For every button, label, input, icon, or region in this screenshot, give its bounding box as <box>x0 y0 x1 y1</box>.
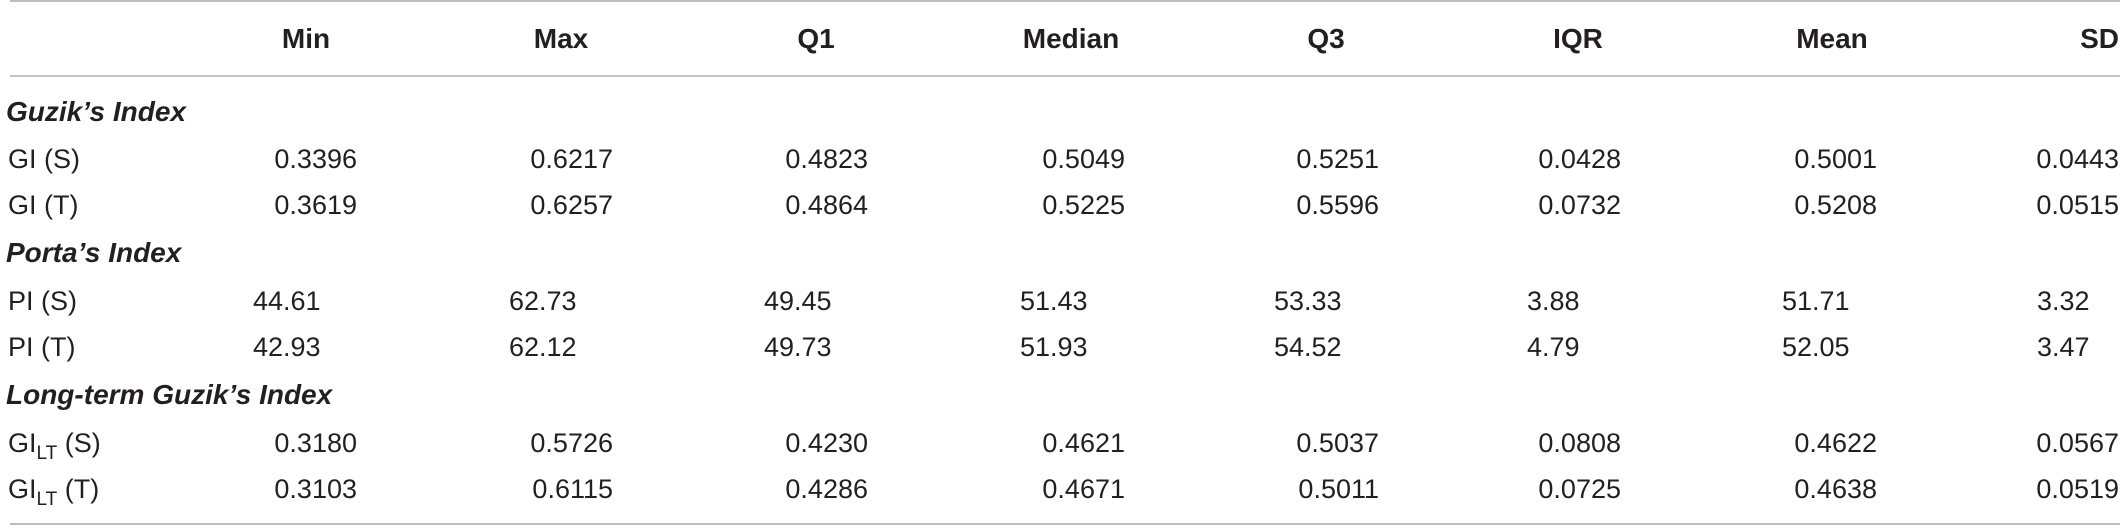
cell-median: 51.43 <box>1020 286 1088 316</box>
cell-sd: 3.47 <box>2037 332 2090 362</box>
col-header-max: Max <box>533 23 589 54</box>
cell-max: 0.5726 <box>530 428 613 458</box>
col-header-mean: Mean <box>1796 23 1868 54</box>
bottom-rule <box>10 523 2120 525</box>
cell-iqr: 0.0725 <box>1538 474 1621 504</box>
col-header-median: Median <box>1022 23 1120 54</box>
cell-sd: 0.0519 <box>2036 474 2119 504</box>
row-label: GI (T) <box>8 190 79 220</box>
cell-sd: 3.32 <box>2037 286 2090 316</box>
row-label: PI (S) <box>8 286 78 316</box>
cell-sd: 0.0443 <box>2036 144 2119 174</box>
row-label: PI (T) <box>8 332 76 362</box>
cell-mean: 51.71 <box>1782 286 1850 316</box>
section-title: Guzik’s Index <box>6 96 186 127</box>
col-header-q3: Q3 <box>1307 23 1345 54</box>
cell-mean: 52.05 <box>1782 332 1850 362</box>
row-label: GILT (S) <box>8 428 101 464</box>
table-row: PI (S) 44.61 62.73 49.45 51.43 53.33 3.8… <box>0 278 2121 324</box>
row-label: GILT (T) <box>8 474 100 510</box>
table-row: GILT (S) 0.3180 0.5726 0.4230 0.4621 0.5… <box>0 420 2121 466</box>
cell-max: 0.6217 <box>530 144 613 174</box>
cell-q3: 0.5011 <box>1298 474 1379 504</box>
cell-min: 0.3396 <box>274 144 357 174</box>
cell-median: 0.4671 <box>1042 474 1125 504</box>
cell-q1: 0.4230 <box>785 428 868 458</box>
col-header-min: Min <box>281 23 331 54</box>
cell-mean: 0.5208 <box>1794 190 1877 220</box>
cell-q1: 0.4864 <box>785 190 868 220</box>
section-title: Porta’s Index <box>6 237 182 268</box>
cell-iqr: 3.88 <box>1527 286 1580 316</box>
header-rule <box>10 75 2120 77</box>
cell-q3: 0.5037 <box>1296 428 1379 458</box>
section-header: Porta’s Index <box>0 230 2121 276</box>
section-header: Guzik’s Index <box>0 89 2121 135</box>
cell-median: 0.5049 <box>1042 144 1125 174</box>
top-rule <box>10 0 2120 2</box>
section-header: Long-term Guzik’s Index <box>0 372 2121 418</box>
cell-median: 0.5225 <box>1042 190 1125 220</box>
cell-min: 0.3180 <box>274 428 357 458</box>
cell-median: 51.93 <box>1020 332 1088 362</box>
cell-iqr: 4.79 <box>1527 332 1580 362</box>
cell-sd: 0.0567 <box>2036 428 2119 458</box>
cell-q3: 53.33 <box>1274 286 1342 316</box>
col-header-sd: SD <box>2080 23 2119 54</box>
cell-min: 0.3103 <box>274 474 357 504</box>
cell-q3: 0.5251 <box>1296 144 1379 174</box>
cell-iqr: 0.0732 <box>1538 190 1621 220</box>
col-header-iqr: IQR <box>1553 23 1603 54</box>
table-row: GI (S) 0.3396 0.6217 0.4823 0.5049 0.525… <box>0 136 2121 182</box>
cell-q1: 0.4286 <box>785 474 868 504</box>
cell-q3: 0.5596 <box>1296 190 1379 220</box>
cell-q1: 49.45 <box>764 286 832 316</box>
table-row: GI (T) 0.3619 0.6257 0.4864 0.5225 0.559… <box>0 182 2121 228</box>
cell-min: 44.61 <box>253 286 321 316</box>
col-header-q1: Q1 <box>797 23 835 54</box>
cell-mean: 0.4638 <box>1794 474 1877 504</box>
cell-sd: 0.0515 <box>2036 190 2119 220</box>
cell-q1: 0.4823 <box>785 144 868 174</box>
cell-min: 42.93 <box>253 332 321 362</box>
cell-max: 0.6115 <box>532 474 613 504</box>
cell-max: 0.6257 <box>530 190 613 220</box>
cell-min: 0.3619 <box>274 190 357 220</box>
cell-iqr: 0.0808 <box>1538 428 1621 458</box>
table-row: GILT (T) 0.3103 0.6115 0.4286 0.4671 0.5… <box>0 466 2121 512</box>
cell-iqr: 0.0428 <box>1538 144 1621 174</box>
cell-q1: 49.73 <box>764 332 832 362</box>
cell-mean: 0.4622 <box>1794 428 1877 458</box>
table-row: PI (T) 42.93 62.12 49.73 51.93 54.52 4.7… <box>0 324 2121 370</box>
cell-median: 0.4621 <box>1042 428 1125 458</box>
row-label: GI (S) <box>8 144 81 174</box>
cell-q3: 54.52 <box>1274 332 1342 362</box>
cell-max: 62.73 <box>509 286 577 316</box>
section-title: Long-term Guzik’s Index <box>6 379 333 410</box>
cell-max: 62.12 <box>509 332 577 362</box>
header-row: Min Max Q1 Median Q3 IQR Mean SD <box>0 16 2121 62</box>
cell-mean: 0.5001 <box>1794 144 1877 174</box>
